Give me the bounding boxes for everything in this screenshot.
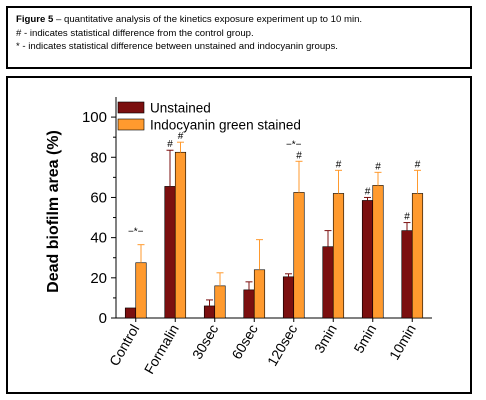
bar-indocyanin-Control [135, 262, 147, 319]
caption-line-2: # - indicates statistical difference fro… [16, 27, 254, 39]
x-tick-label: Formalin [141, 322, 182, 377]
y-tick-label: 40 [90, 230, 107, 247]
legend-swatch [117, 101, 145, 114]
significance-marker: # [178, 131, 184, 142]
x-tick-label: 30sec [189, 322, 222, 362]
between-group-marker: −*− [128, 227, 144, 238]
bar-indocyanin-Formalin [174, 151, 187, 319]
bar-unstained-30sec [203, 305, 216, 319]
bars: ########−*−−*− [124, 131, 424, 319]
y-tick-label: 80 [90, 149, 107, 166]
significance-marker: # [167, 139, 173, 150]
bar-unstained-3min [322, 246, 334, 319]
figure-label: Figure 5 [16, 14, 54, 25]
bar-indocyanin-60sec [253, 269, 266, 319]
bar-indocyanin-3min [332, 193, 345, 319]
legend: Unstained Indocyanin green stained [117, 101, 301, 133]
bar-indocyanin-5min [372, 185, 384, 319]
x-tick-label: 3min [311, 322, 340, 356]
caption-line-3: * - indicates statistical difference bet… [16, 41, 338, 52]
chart-panel: 0 20 40 60 80 100 Control Formalin 30sec 60sec 120… [6, 76, 472, 394]
figure-caption: Figure 5 – quantitative analysis of the … [6, 6, 472, 69]
significance-marker: # [415, 159, 421, 170]
caption-line-1: Figure 5 – quantitative analysis of the … [16, 13, 462, 27]
y-tick-label: 20 [90, 270, 107, 287]
x-tick-label: 120sec [264, 322, 300, 369]
bar-indocyanin-30sec [214, 285, 226, 319]
bar-unstained-60sec [243, 289, 255, 319]
bar-unstained-Formalin [164, 186, 176, 319]
y-tick-label: 0 [99, 310, 107, 327]
significance-marker: # [296, 150, 302, 161]
y-axis-label: Dead biofilm area (%) [45, 130, 62, 293]
between-group-marker: −*− [286, 139, 302, 150]
x-tick-label: Control [106, 322, 142, 369]
bar-unstained-120sec [282, 276, 295, 319]
bar-unstained-5min [361, 200, 374, 319]
bar-indocyanin-10min [411, 193, 424, 319]
legend-label: Indocyanin green stained [150, 118, 301, 133]
y-tick-label: 100 [82, 109, 107, 126]
significance-marker: # [375, 161, 381, 172]
bar-indocyanin-120sec [293, 192, 305, 319]
significance-marker: # [336, 159, 342, 170]
x-tick-label: 10min [386, 322, 419, 363]
significance-marker: # [365, 186, 371, 197]
x-tick-label: 60sec [228, 322, 261, 362]
significance-marker: # [404, 212, 410, 223]
x-tick-label: 5min [350, 322, 379, 356]
caption-title: – quantitative analysis of the kinetics … [53, 14, 363, 25]
bar-unstained-10min [401, 230, 413, 319]
legend-label: Unstained [150, 101, 211, 116]
y-tick-label: 60 [90, 189, 107, 206]
legend-swatch [117, 118, 145, 131]
bar-unstained-Control [124, 307, 137, 319]
